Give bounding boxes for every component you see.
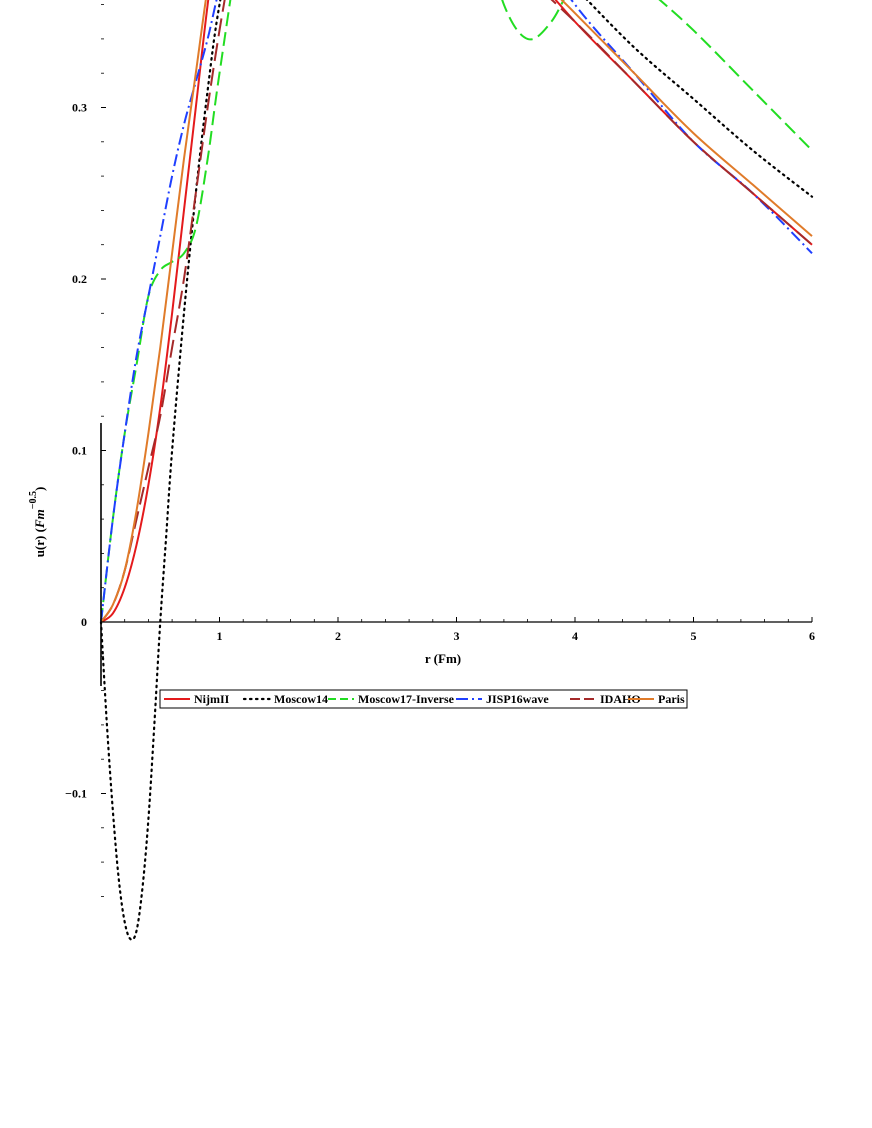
y-axis-title-close: ) xyxy=(32,487,47,491)
x-ticks: 1 2 3 4 5 6 xyxy=(124,617,815,643)
y-tick-label: −0.1 xyxy=(65,787,87,801)
series-layer xyxy=(99,0,814,941)
x-tick-label: 5 xyxy=(691,629,697,643)
legend: NijmII Moscow14 Moscow17-Inverse JISP16wave… xyxy=(159,689,688,709)
legend-label: Moscow17-Inverse xyxy=(358,692,455,706)
x-tick-label: 4 xyxy=(572,629,578,643)
x-tick-label: 2 xyxy=(335,629,341,643)
y-tick-label: 0 xyxy=(81,615,87,629)
y-tick-label: 0.1 xyxy=(72,444,87,458)
x-tick-label: 3 xyxy=(454,629,460,643)
legend-box xyxy=(159,689,688,709)
x-axis-title: r (Fm) xyxy=(425,651,461,666)
legend-label: Paris xyxy=(658,692,685,706)
x-tick-label: 6 xyxy=(809,629,815,643)
x-tick-label: 1 xyxy=(217,629,223,643)
svg-text:u(r) (Fm−0.5): u(r) (Fm−0.5) xyxy=(28,487,47,558)
y-axis-title-exp: −0.5 xyxy=(28,491,39,509)
legend-label: Moscow14 xyxy=(274,692,328,706)
series-line-nijmii xyxy=(100,0,813,623)
legend-label: IDAHO xyxy=(600,692,641,706)
y-tick-label: 0.2 xyxy=(72,272,87,286)
legend-label: NijmII xyxy=(194,692,230,706)
series-line-paris xyxy=(100,0,813,623)
y-axis-title: u(r) (Fm−0.5) xyxy=(28,487,47,558)
y-ticks: −0.100.10.20.30.40.5 xyxy=(65,4,106,897)
y-axis-title-main: u(r) ( xyxy=(32,528,47,557)
y-tick-label: 0.3 xyxy=(72,101,87,115)
series-line-moscow14 xyxy=(99,0,814,941)
y-axis-title-unit: Fm xyxy=(32,509,47,529)
legend-label: JISP16wave xyxy=(486,692,549,706)
